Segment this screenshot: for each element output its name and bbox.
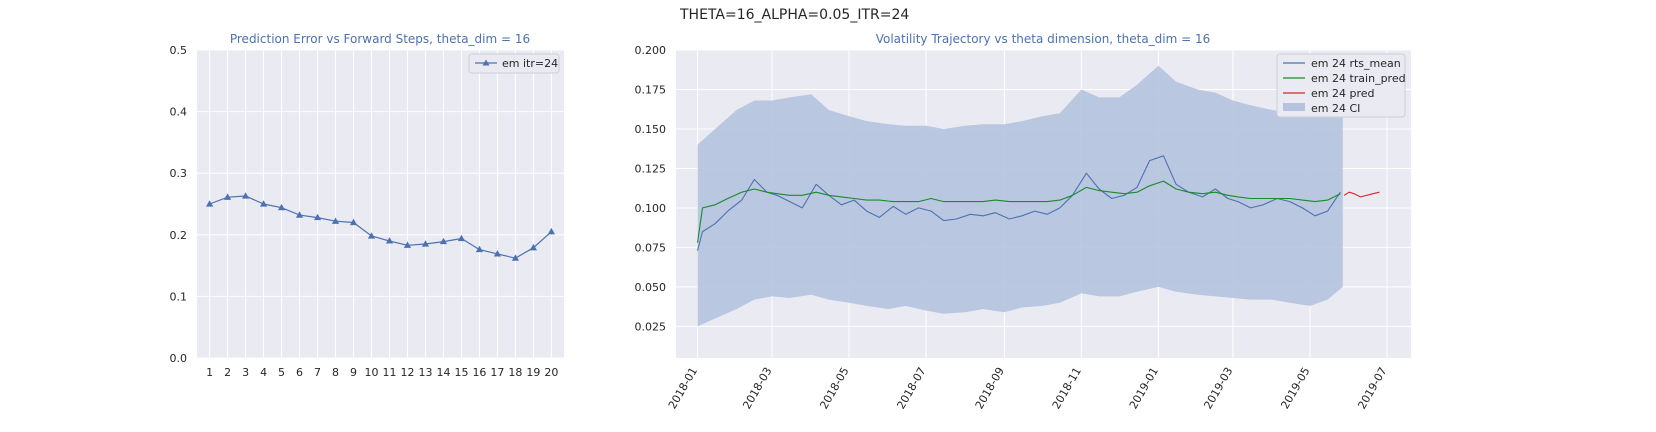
error-point-marker	[457, 234, 466, 242]
x-tick-label: 1	[206, 366, 213, 379]
x-tick-label: 11	[382, 366, 396, 379]
x-tick-label: 2019-07	[1355, 365, 1389, 411]
volatility-chart-y-ticks: 0.025 0.050 0.075 0.100 0.125 0.150 0.175 0.200	[635, 44, 667, 333]
series-line-em-24-train-pred	[696, 180, 1341, 243]
error-point-marker	[349, 218, 358, 226]
y-tick-label: 0.150	[635, 123, 667, 136]
x-tick-label: 17	[490, 366, 504, 379]
legend-label-train-pred: em 24 train_pred	[1311, 72, 1406, 85]
error-point-marker	[259, 200, 268, 207]
error-chart-legend-label: em itr=24	[502, 57, 558, 70]
legend-label-pred: em 24 pred	[1311, 87, 1375, 100]
x-tick-label: 5	[278, 366, 285, 379]
error-point-marker	[241, 192, 250, 199]
x-tick-label: 2019-03	[1201, 365, 1235, 411]
x-tick-label: 4	[260, 366, 267, 379]
y-tick-label: 0.125	[635, 162, 667, 175]
x-tick-label: 6	[296, 366, 303, 379]
volatility-chart-legend-box	[1276, 53, 1406, 118]
error-point-marker	[547, 227, 556, 235]
x-tick-label: 2018-03	[740, 365, 774, 411]
error-chart-title: Prediction Error vs Forward Steps, theta…	[230, 32, 530, 46]
error-point-marker	[277, 203, 286, 211]
x-tick-label: 13	[418, 366, 432, 379]
error-chart: Prediction Error vs Forward Steps, theta…	[170, 32, 564, 379]
x-tick-label: 2018-09	[973, 365, 1007, 411]
y-tick-label: 0.2	[170, 229, 188, 242]
x-tick-label: 2018-01	[666, 365, 700, 411]
x-tick-label: 2019-01	[1127, 365, 1161, 411]
error-point-marker	[367, 232, 376, 239]
legend-label-rts-mean: em 24 rts_mean	[1311, 57, 1401, 70]
ci-band-area	[697, 65, 1343, 327]
y-tick-label: 0.4	[170, 106, 188, 119]
x-tick-label: 14	[436, 366, 450, 379]
error-point-marker	[331, 217, 340, 224]
error-chart-legend-box	[468, 53, 560, 74]
y-tick-label: 0.075	[635, 241, 667, 254]
error-chart-plot-area	[197, 50, 564, 358]
legend-swatch-ci	[1283, 103, 1305, 111]
y-tick-label: 0.100	[635, 202, 667, 215]
x-tick-label: 15	[454, 366, 468, 379]
error-point-marker	[421, 240, 430, 247]
x-tick-label: 9	[350, 366, 357, 379]
series-line-em-24-pred	[1343, 191, 1380, 198]
error-point-marker	[385, 237, 394, 244]
error-point-marker	[313, 213, 322, 221]
y-tick-label: 0.0	[170, 352, 188, 365]
x-tick-label: 8	[332, 366, 339, 379]
x-tick-label: 2018-07	[894, 365, 928, 411]
error-chart-legend: em itr=24	[468, 53, 560, 74]
volatility-chart-series	[696, 155, 1380, 251]
error-point-marker	[205, 200, 214, 207]
volatility-chart-legend: em 24 rts_mean em 24 train_pred em 24 pr…	[1276, 53, 1406, 118]
x-tick-label: 18	[508, 366, 522, 379]
error-point-marker	[511, 254, 520, 261]
error-point-marker	[475, 245, 484, 253]
x-tick-label: 16	[472, 366, 486, 379]
error-point-marker	[529, 243, 538, 251]
y-tick-label: 0.1	[170, 290, 188, 303]
error-chart-x-ticks: 1 2 3 4 5 6 7 8 9 10 11 12 13 14 15 16 17 18 19 20	[206, 366, 558, 379]
error-point-marker	[295, 211, 304, 218]
x-tick-label: 7	[314, 366, 321, 379]
error-chart-series	[205, 192, 556, 261]
x-tick-label: 20	[544, 366, 558, 379]
volatility-chart-ci-band	[697, 65, 1343, 327]
x-tick-label: 2	[224, 366, 231, 379]
x-tick-label: 2018-05	[817, 365, 851, 411]
legend-label-ci: em 24 CI	[1311, 102, 1360, 115]
x-tick-label: 2019-05	[1278, 365, 1312, 411]
triangle-marker-icon	[482, 59, 490, 66]
volatility-chart-title: Volatility Trajectory vs theta dimension…	[876, 32, 1211, 46]
error-point-marker	[403, 241, 412, 248]
error-series-line	[209, 195, 552, 259]
error-chart-y-ticks: 0.0 0.1 0.2 0.3 0.4 0.5	[170, 44, 188, 365]
error-point-marker	[223, 193, 232, 200]
x-tick-label: 12	[400, 366, 414, 379]
y-tick-label: 0.175	[635, 83, 667, 96]
error-point-marker	[439, 237, 448, 245]
y-tick-label: 0.3	[170, 167, 188, 180]
x-tick-label: 2018-11	[1050, 365, 1084, 411]
volatility-chart-x-ticks: 2018-01 2018-03 2018-05 2018-07 2018-09 2018-…	[666, 365, 1390, 411]
volatility-chart: Volatility Trajectory vs theta dimension…	[635, 32, 1411, 411]
y-tick-label: 0.5	[170, 44, 188, 57]
series-line-em-24-rts-mean	[696, 155, 1341, 251]
x-tick-label: 19	[526, 366, 540, 379]
y-tick-label: 0.025	[635, 320, 667, 333]
y-tick-label: 0.050	[635, 281, 667, 294]
figure-suptitle: THETA=16_ALPHA=0.05_ITR=24	[679, 7, 909, 23]
x-tick-label: 10	[365, 366, 379, 379]
error-point-marker	[493, 250, 502, 257]
x-tick-label: 3	[242, 366, 249, 379]
y-tick-label: 0.200	[635, 44, 667, 57]
error-chart-grid	[197, 49, 564, 359]
